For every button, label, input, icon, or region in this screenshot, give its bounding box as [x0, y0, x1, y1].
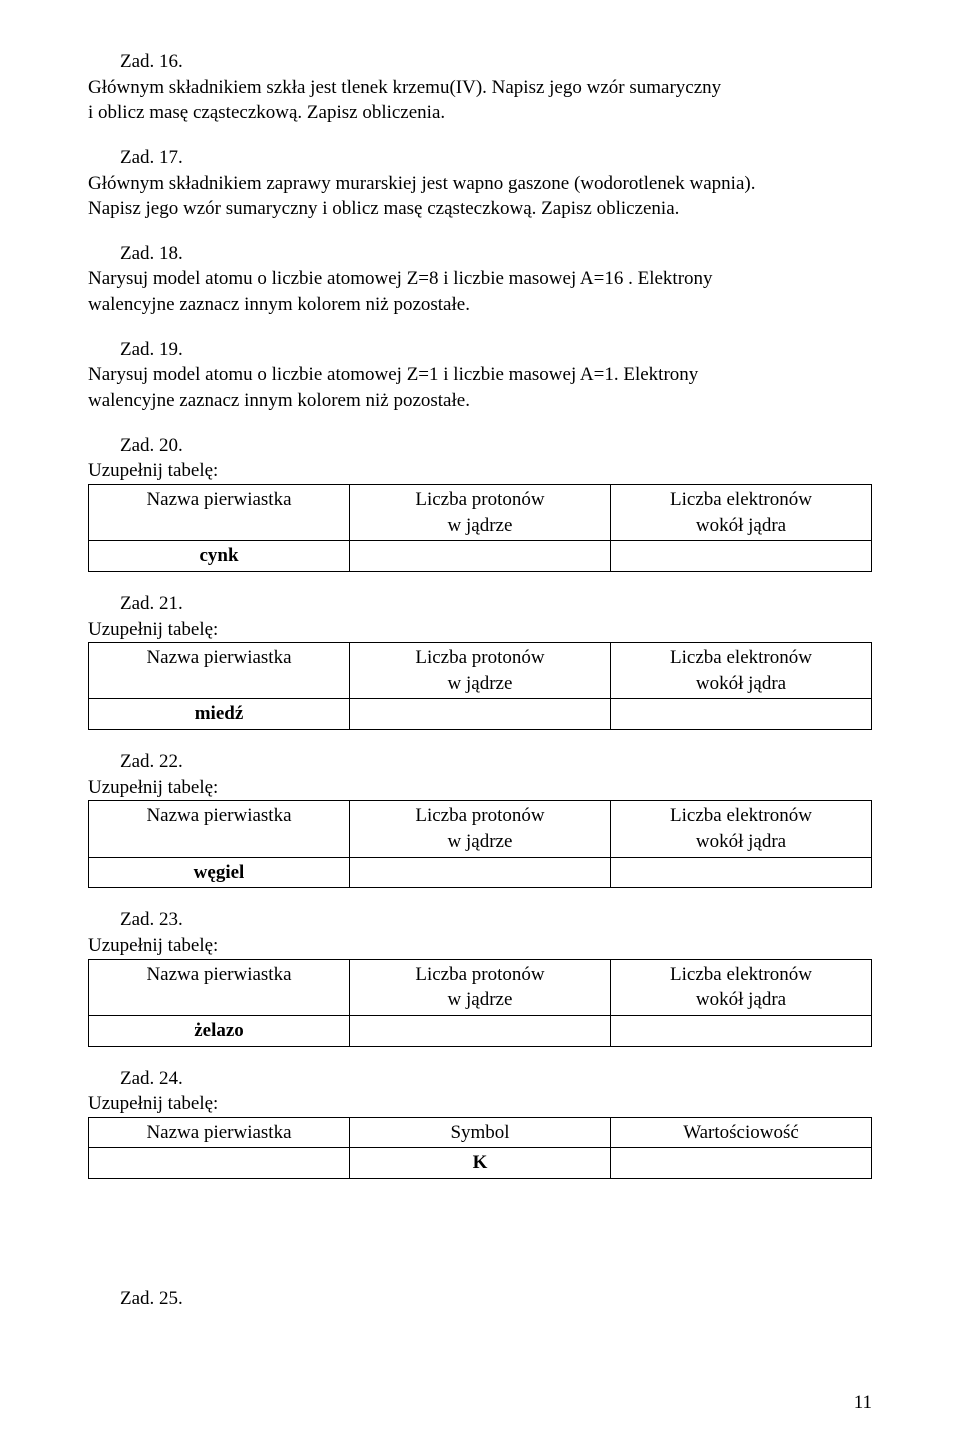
zad-18-heading: Zad. 18. — [88, 241, 872, 267]
page-number: 11 — [854, 1390, 872, 1416]
empty-cell — [350, 857, 611, 888]
zad-21-table: Nazwa pierwiastka Liczba protonóww jądrz… — [88, 642, 872, 730]
element-cell: węgiel — [89, 857, 350, 888]
element-cell: cynk — [89, 541, 350, 572]
zad-17-body: Głównym składnikiem zaprawy murarskiej j… — [88, 171, 872, 222]
zad-24-intro: Uzupełnij tabelę: — [88, 1091, 872, 1117]
symbol-cell: K — [350, 1148, 611, 1179]
zad-19-line1: Narysuj model atomu o liczbie atomowej Z… — [88, 364, 698, 385]
zad-22-intro: Uzupełnij tabelę: — [88, 775, 872, 801]
col-2-header: Liczba protonóww jądrze — [350, 484, 611, 540]
element-cell: miedź — [89, 699, 350, 730]
col-1-header: Nazwa pierwiastka — [89, 959, 350, 1015]
element-cell: żelazo — [89, 1015, 350, 1046]
zad-20-heading: Zad. 20. — [88, 433, 872, 459]
table-row: miedź — [89, 699, 872, 730]
col-2-header: Liczba protonóww jądrze — [350, 801, 611, 857]
table-row: Nazwa pierwiastka Liczba protonóww jądrz… — [89, 801, 872, 857]
col-3-header: Liczba elektronówwokół jądra — [611, 643, 872, 699]
col-2-header: Symbol — [350, 1117, 611, 1148]
col-2-header: Liczba protonóww jądrze — [350, 959, 611, 1015]
zad-22-table: Nazwa pierwiastka Liczba protonóww jądrz… — [88, 800, 872, 888]
zad-23-table: Nazwa pierwiastka Liczba protonóww jądrz… — [88, 959, 872, 1047]
zad-19-heading: Zad. 19. — [88, 337, 872, 363]
zad-24-heading: Zad. 24. — [88, 1066, 872, 1092]
zad-18-body: Narysuj model atomu o liczbie atomowej Z… — [88, 266, 872, 317]
zad-25-heading: Zad. 25. — [88, 1286, 872, 1312]
col-3-header: Liczba elektronówwokół jądra — [611, 484, 872, 540]
zad-16-heading: Zad. 16. — [88, 49, 872, 75]
col-1-header: Nazwa pierwiastka — [89, 801, 350, 857]
empty-cell — [350, 1015, 611, 1046]
zad-17-heading: Zad. 17. — [88, 145, 872, 171]
zad-19-body: Narysuj model atomu o liczbie atomowej Z… — [88, 362, 872, 413]
table-row: Nazwa pierwiastka Liczba protonóww jądrz… — [89, 484, 872, 540]
zad-17-line1: Głównym składnikiem zaprawy murarskiej j… — [88, 173, 755, 194]
empty-cell — [350, 541, 611, 572]
col-3-header: Liczba elektronówwokół jądra — [611, 959, 872, 1015]
zad-16-line1: Głównym składnikiem szkła jest tlenek kr… — [88, 77, 721, 98]
empty-cell — [611, 1148, 872, 1179]
zad-17-line2: Napisz jego wzór sumaryczny i oblicz mas… — [88, 198, 679, 219]
empty-cell — [611, 699, 872, 730]
col-1-header: Nazwa pierwiastka — [89, 1117, 350, 1148]
zad-21-heading: Zad. 21. — [88, 591, 872, 617]
table-row: węgiel — [89, 857, 872, 888]
col-3-header: Liczba elektronówwokół jądra — [611, 801, 872, 857]
zad-20-intro: Uzupełnij tabelę: — [88, 458, 872, 484]
table-row: Nazwa pierwiastka Liczba protonóww jądrz… — [89, 959, 872, 1015]
zad-18-line1: Narysuj model atomu o liczbie atomowej Z… — [88, 268, 713, 289]
table-row: K — [89, 1148, 872, 1179]
table-row: Nazwa pierwiastka Liczba protonóww jądrz… — [89, 643, 872, 699]
col-1-header: Nazwa pierwiastka — [89, 643, 350, 699]
zad-16-body: Głównym składnikiem szkła jest tlenek kr… — [88, 75, 872, 126]
empty-cell — [350, 699, 611, 730]
col-2-header: Liczba protonóww jądrze — [350, 643, 611, 699]
empty-cell — [611, 1015, 872, 1046]
empty-cell — [89, 1148, 350, 1179]
table-row: Nazwa pierwiastka Symbol Wartościowość — [89, 1117, 872, 1148]
table-row: cynk — [89, 541, 872, 572]
zad-20-table: Nazwa pierwiastka Liczba protonóww jądrz… — [88, 484, 872, 572]
zad-24-table: Nazwa pierwiastka Symbol Wartościowość K — [88, 1117, 872, 1179]
zad-22-heading: Zad. 22. — [88, 749, 872, 775]
table-row: żelazo — [89, 1015, 872, 1046]
empty-cell — [611, 857, 872, 888]
zad-16-line2: i oblicz masę cząsteczkową. Zapisz oblic… — [88, 102, 445, 123]
empty-cell — [611, 541, 872, 572]
zad-23-heading: Zad. 23. — [88, 907, 872, 933]
zad-18-line2: walencyjne zaznacz innym kolorem niż poz… — [88, 294, 470, 315]
zad-23-intro: Uzupełnij tabelę: — [88, 933, 872, 959]
zad-21-intro: Uzupełnij tabelę: — [88, 617, 872, 643]
col-1-header: Nazwa pierwiastka — [89, 484, 350, 540]
zad-19-line2: walencyjne zaznacz innym kolorem niż poz… — [88, 390, 470, 411]
col-3-header: Wartościowość — [611, 1117, 872, 1148]
